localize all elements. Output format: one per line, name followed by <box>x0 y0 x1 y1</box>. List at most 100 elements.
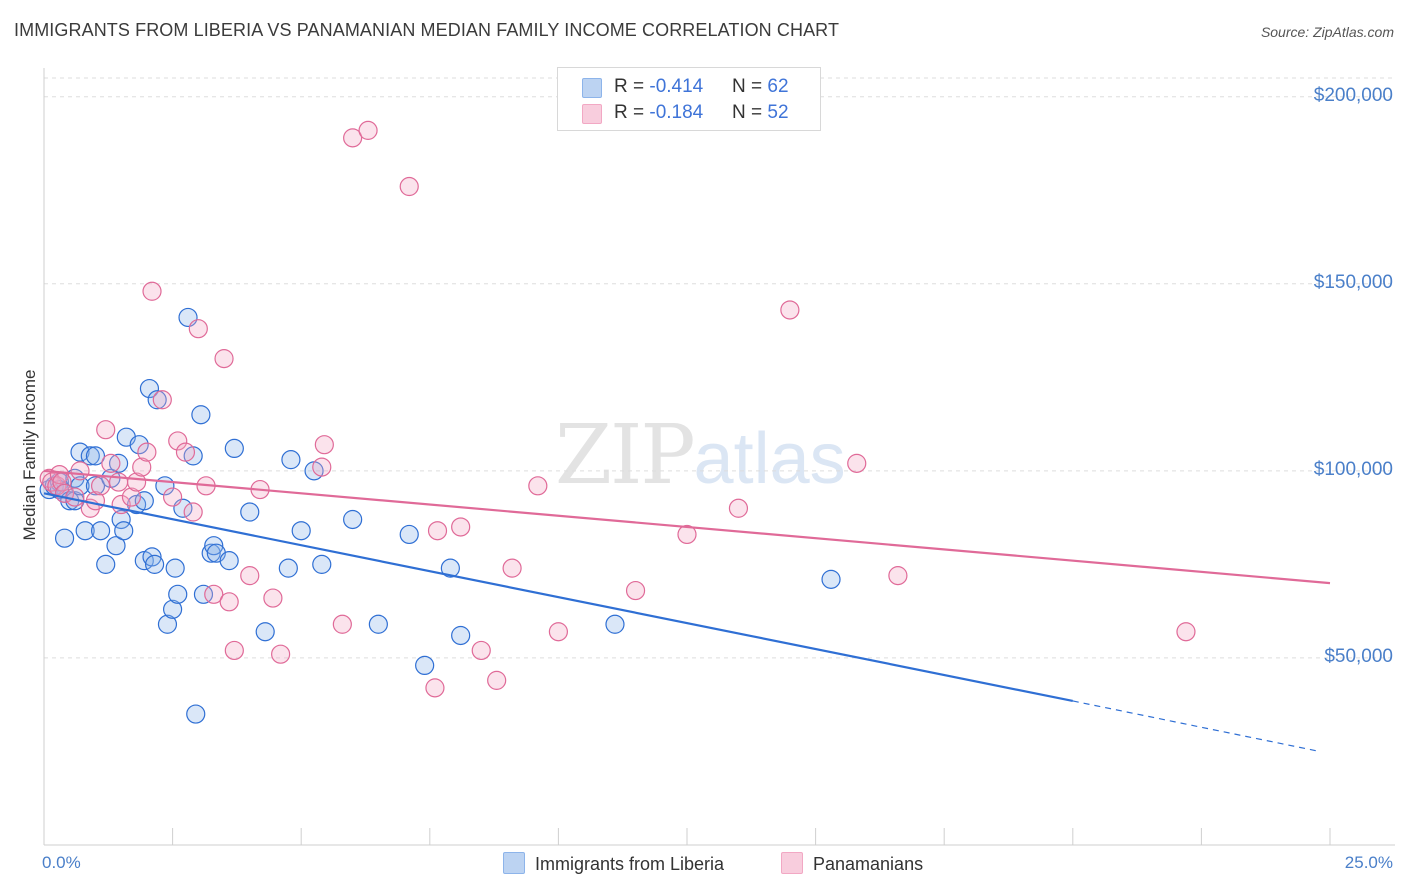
trend-line-liberia-extension <box>1072 700 1320 753</box>
source-label: Source: ZipAtlas.com <box>1260 24 1394 40</box>
liberia-point-42 <box>201 543 221 563</box>
x-tick-min: 0.0% <box>42 853 81 872</box>
y-tick-label-0: $50,000 <box>1324 645 1393 667</box>
panamanian-point-54 <box>888 566 908 586</box>
liberia-point-11 <box>75 521 95 541</box>
bottom-legend-liberia[interactable]: Immigrants from Liberia <box>503 852 724 875</box>
liberia-point-15 <box>90 521 111 541</box>
panamanian-point-12 <box>101 453 121 473</box>
y-tick-label-1: $100,000 <box>1313 458 1393 480</box>
panamanian-point-45 <box>487 670 507 690</box>
panamanian-point-22 <box>168 431 188 451</box>
legend-r-label: R = <box>614 102 650 123</box>
legend-swatch-liberia <box>582 78 602 98</box>
liberia-point-50 <box>281 450 301 470</box>
liberia-point-25 <box>134 491 154 511</box>
liberia-point-58 <box>440 558 460 578</box>
legend-r-liberia: R = -0.414 <box>614 76 703 98</box>
liberia-point-61 <box>821 569 841 589</box>
legend-r-value: -0.414 <box>649 76 704 97</box>
watermark: ZIPatlas <box>555 408 846 503</box>
axes <box>43 68 1395 846</box>
liberia-point-20 <box>111 509 131 530</box>
panamanian-point-53 <box>847 453 867 473</box>
liberia-point-32 <box>157 614 178 634</box>
panamanian-point-50 <box>677 524 697 545</box>
liberia-point-41 <box>191 405 211 425</box>
liberia-point-53 <box>312 554 332 574</box>
bottom-legend-panamanian[interactable]: Panamanians <box>781 852 923 875</box>
watermark-zip: ZIP <box>555 408 696 503</box>
liberia-point-57 <box>415 655 435 676</box>
panamanian-point-46 <box>502 558 522 578</box>
bottom-legend-label-liberia: Immigrants from Liberia <box>535 854 725 874</box>
panamanian-point-34 <box>271 644 291 664</box>
liberia-point-24 <box>129 435 149 455</box>
liberia-point-13 <box>85 476 106 496</box>
panamanian-point-25 <box>188 319 208 339</box>
liberia-point-5 <box>54 528 75 548</box>
liberia-point-12 <box>80 446 100 466</box>
liberia-point-27 <box>139 378 160 399</box>
x-tick-max: 25.0% <box>1344 853 1393 872</box>
panamanian-point-7 <box>70 461 90 481</box>
bottom-legend-swatch-panamanian <box>781 852 803 874</box>
panamanian-point-49 <box>625 580 646 601</box>
trend-line-panamanian <box>43 469 1331 585</box>
legend-r-value: -0.184 <box>649 102 704 123</box>
y-tick-label-2: $150,000 <box>1313 271 1393 293</box>
panamanian-point-17 <box>132 457 152 477</box>
series-panamanian-points <box>39 120 1196 698</box>
panamanian-point-19 <box>142 281 162 301</box>
liberia-point-43 <box>204 536 224 556</box>
liberia-point-18 <box>106 536 126 556</box>
panamanian-point-52 <box>780 300 800 320</box>
panamanian-point-44 <box>471 640 491 661</box>
panamanian-point-37 <box>332 614 352 634</box>
panamanian-point-40 <box>399 176 419 197</box>
panamanian-point-41 <box>425 678 445 698</box>
liberia-point-47 <box>240 502 260 522</box>
liberia-point-55 <box>368 614 388 634</box>
panamanian-point-48 <box>548 622 569 642</box>
panamanian-point-47 <box>528 476 548 496</box>
panamanian-point-23 <box>175 442 196 462</box>
liberia-point-19 <box>108 453 129 473</box>
panamanian-point-10 <box>90 476 111 496</box>
correlation-legend: R = -0.414 N = 62 R = -0.184 N = 52 <box>557 67 821 131</box>
panamanian-point-1 <box>42 472 62 492</box>
trend-lines <box>43 469 1331 753</box>
bottom-legend-swatch-liberia <box>503 852 525 874</box>
liberia-point-60 <box>605 614 625 634</box>
liberia-point-30 <box>147 390 167 410</box>
legend-n-liberia: N = 62 <box>732 76 789 98</box>
panamanian-point-36 <box>314 435 334 455</box>
legend-n-panamanian: N = 52 <box>732 102 789 124</box>
liberia-point-35 <box>168 584 188 604</box>
panamanian-point-38 <box>343 128 363 148</box>
watermark-atlas: atlas <box>693 419 846 499</box>
panamanian-point-6 <box>65 487 85 507</box>
liberia-point-46 <box>224 438 244 459</box>
liberia-point-34 <box>165 558 185 578</box>
liberia-point-33 <box>163 599 183 619</box>
liberia-point-59 <box>451 625 471 646</box>
legend-n-label: N = <box>732 102 768 123</box>
liberia-point-45 <box>219 551 239 571</box>
panamanian-point-42 <box>427 521 448 541</box>
trend-line-liberia <box>43 492 1074 703</box>
liberia-point-56 <box>399 524 419 545</box>
panamanian-point-11 <box>96 420 116 440</box>
panamanian-point-28 <box>214 349 234 369</box>
liberia-point-51 <box>291 521 311 541</box>
legend-n-value: 62 <box>767 76 789 97</box>
panamanian-point-30 <box>224 640 244 661</box>
liberia-point-48 <box>255 622 275 642</box>
legend-swatch-panamanian <box>582 104 602 124</box>
panamanian-point-31 <box>240 566 260 586</box>
panamanian-point-27 <box>204 584 224 604</box>
panamanian-point-15 <box>121 487 142 507</box>
liberia-point-10 <box>70 476 90 496</box>
panamanian-point-3 <box>49 464 70 485</box>
